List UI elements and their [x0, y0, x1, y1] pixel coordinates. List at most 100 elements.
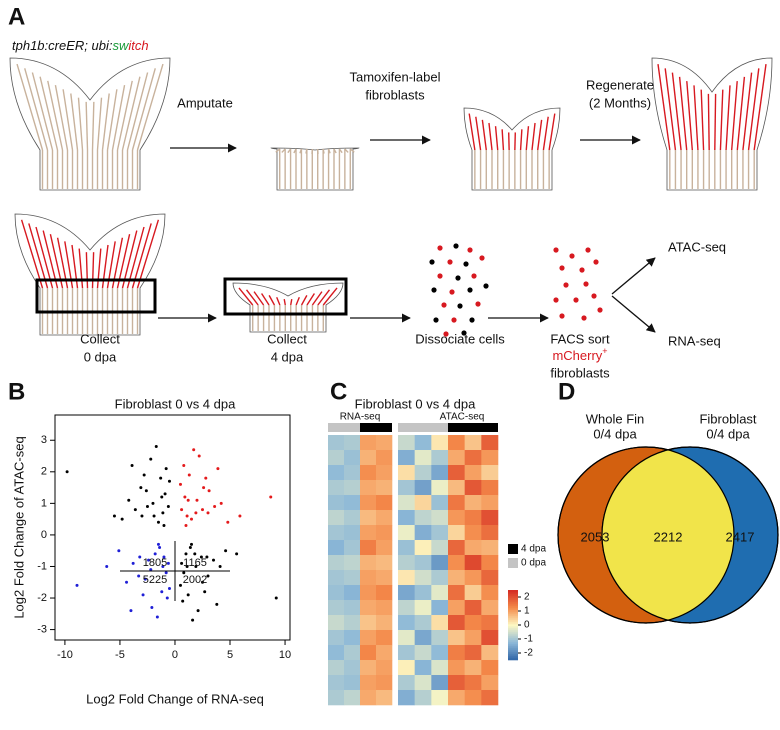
heatmap-cell [481, 585, 499, 601]
step-label: FACS sort [550, 331, 610, 346]
heatmap-cell [360, 480, 377, 496]
colorbar-step [508, 604, 518, 607]
heatmap-cell [448, 465, 465, 481]
heatmap-cell [328, 600, 345, 616]
quadrant-count: 5225 [143, 574, 167, 586]
heatmap-cell [431, 525, 449, 541]
heatmap-cell [328, 555, 345, 571]
panel-letter: D [558, 378, 575, 405]
point [235, 552, 239, 556]
assay-label: RNA-seq [668, 333, 721, 348]
heatmap-cell [431, 675, 449, 691]
fin-ray [519, 129, 523, 151]
heatmap-cell [398, 645, 415, 661]
colorbar-step [508, 616, 518, 619]
colorbar-step [508, 612, 518, 615]
fin-outline [651, 57, 773, 191]
colorbar-step [508, 658, 518, 661]
heatmap-cell [328, 510, 345, 526]
heatmap-cell [431, 645, 449, 661]
heatmap-cell [376, 600, 393, 616]
step-label: Amputate [177, 95, 233, 110]
heatmap-cell [431, 540, 449, 556]
heatmap-cell [464, 630, 482, 646]
point [144, 489, 148, 493]
heatmap-cell [360, 555, 377, 571]
point [200, 580, 204, 584]
heatmap-cell [344, 495, 361, 511]
panel-letter: A [8, 3, 25, 30]
point [155, 615, 159, 619]
chart-title: Fibroblast 0 vs 4 dpa [115, 396, 236, 411]
step-label: Dissociate cells [415, 331, 505, 346]
fin-ray [245, 289, 259, 306]
venn-intersection [602, 447, 734, 623]
heatmap-cell [344, 645, 361, 661]
colorbar-step [508, 628, 518, 631]
sorted-cell [583, 281, 589, 287]
sample-annotation [448, 423, 498, 432]
heatmap-cell [448, 540, 465, 556]
point [213, 505, 217, 509]
cell [467, 287, 473, 293]
heatmap-cell [398, 510, 415, 526]
heatmap-cell [398, 570, 415, 586]
heatmap-cell [344, 615, 361, 631]
colorbar-step [508, 598, 518, 601]
heatmap-cell [448, 510, 465, 526]
heatmap-cell [360, 570, 377, 586]
heatmap-cell [376, 585, 393, 601]
point [180, 508, 184, 512]
heatmap-cell [344, 570, 361, 586]
point [162, 555, 166, 559]
heatmap-cell [414, 495, 432, 511]
heatmap-cell [398, 465, 415, 481]
fin-ray [306, 293, 315, 306]
point [160, 495, 164, 499]
heatmap-cell [328, 465, 345, 481]
point [274, 596, 278, 600]
heatmap-cell [414, 510, 432, 526]
fin-outline [270, 147, 360, 191]
heatmap-cell [376, 675, 393, 691]
cell [453, 243, 459, 249]
venn-outline [601, 446, 779, 624]
colorbar-step [508, 630, 518, 633]
genotype-main: tph1b:creER; ubi: [12, 38, 113, 53]
point [226, 520, 230, 524]
sorted-cell [591, 293, 597, 299]
colorbar-step [508, 596, 518, 599]
heatmap-cell [481, 600, 499, 616]
colorbar-step [508, 600, 518, 603]
colorbar-step [508, 646, 518, 649]
heatmap-cell [414, 525, 432, 541]
fin-ray [268, 295, 276, 306]
heatmap-cell [328, 540, 345, 556]
colorbar-step [508, 618, 518, 621]
heatmap-cell [431, 615, 449, 631]
colorbar-step [508, 636, 518, 639]
heatmap-cell [360, 600, 377, 616]
heatmap-cell [360, 450, 377, 466]
cell [463, 261, 469, 267]
block-label: ATAC-seq [440, 412, 485, 423]
fin-ray [54, 84, 69, 151]
point [199, 555, 203, 559]
heatmap-cell [328, 630, 345, 646]
heatmap-cell [398, 600, 415, 616]
heatmap-cell [376, 510, 393, 526]
colorbar-label: -2 [524, 648, 533, 659]
point [112, 514, 116, 518]
cell [441, 302, 447, 308]
fin-ray [70, 93, 79, 151]
quadrant-count: 1805 [143, 557, 167, 569]
fin-ray [35, 226, 54, 289]
point [197, 454, 201, 458]
x-axis-label: Log2 Fold Change of RNA-seq [86, 691, 264, 706]
heatmap-cell [414, 435, 432, 451]
point [218, 564, 222, 568]
colorbar-label: -1 [524, 634, 533, 645]
heatmap-cell [398, 585, 415, 601]
sorted-cell [593, 259, 599, 265]
point [117, 549, 121, 553]
